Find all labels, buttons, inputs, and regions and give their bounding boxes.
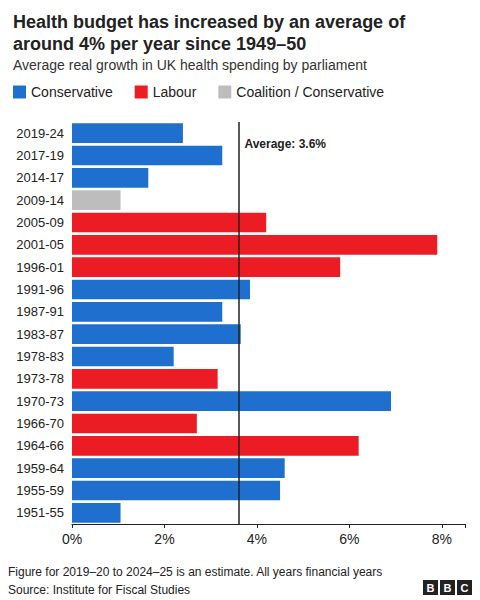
svg-text:2019-24: 2019-24: [16, 126, 64, 141]
svg-text:2009-14: 2009-14: [16, 193, 64, 208]
svg-text:Figure for 2019–20 to 2024–25: Figure for 2019–20 to 2024–25 is an esti…: [8, 565, 382, 579]
svg-text:1955-59: 1955-59: [16, 483, 64, 498]
svg-text:1983-87: 1983-87: [16, 327, 64, 342]
svg-text:1966-70: 1966-70: [16, 416, 64, 431]
svg-text:2001-05: 2001-05: [16, 237, 64, 252]
svg-text:1970-73: 1970-73: [16, 394, 64, 409]
svg-text:Labour: Labour: [153, 84, 197, 100]
svg-text:1987-91: 1987-91: [16, 304, 64, 319]
svg-text:0%: 0%: [62, 531, 82, 547]
svg-text:Average real growth in UK heal: Average real growth in UK health spendin…: [13, 57, 367, 73]
svg-text:4%: 4%: [247, 531, 267, 547]
svg-text:2005-09: 2005-09: [16, 215, 64, 230]
svg-text:1959-64: 1959-64: [16, 461, 64, 476]
svg-text:1978-83: 1978-83: [16, 349, 64, 364]
svg-text:Source: Institute for Fiscal S: Source: Institute for Fiscal Studies: [8, 583, 190, 597]
svg-text:2%: 2%: [154, 531, 174, 547]
svg-text:Conservative: Conservative: [31, 84, 113, 100]
svg-text:1996-01: 1996-01: [16, 260, 64, 275]
svg-text:1991-96: 1991-96: [16, 282, 64, 297]
svg-text:6%: 6%: [339, 531, 359, 547]
svg-text:around 4% per year since 1949–: around 4% per year since 1949–50: [13, 34, 306, 54]
svg-text:Health budget has increased by: Health budget has increased by an averag…: [13, 12, 410, 32]
svg-text:C: C: [461, 582, 469, 594]
svg-text:2017-19: 2017-19: [16, 148, 64, 163]
svg-text:B: B: [444, 582, 452, 594]
svg-text:B: B: [427, 582, 435, 594]
svg-text:2014-17: 2014-17: [16, 170, 64, 185]
svg-text:1973-78: 1973-78: [16, 371, 64, 386]
svg-text:1964-66: 1964-66: [16, 438, 64, 453]
svg-text:Coalition / Conservative: Coalition / Conservative: [236, 84, 384, 100]
svg-text:1951-55: 1951-55: [16, 505, 64, 520]
svg-text:8%: 8%: [432, 531, 452, 547]
svg-text:Average: 3.6%: Average: 3.6%: [244, 137, 326, 151]
